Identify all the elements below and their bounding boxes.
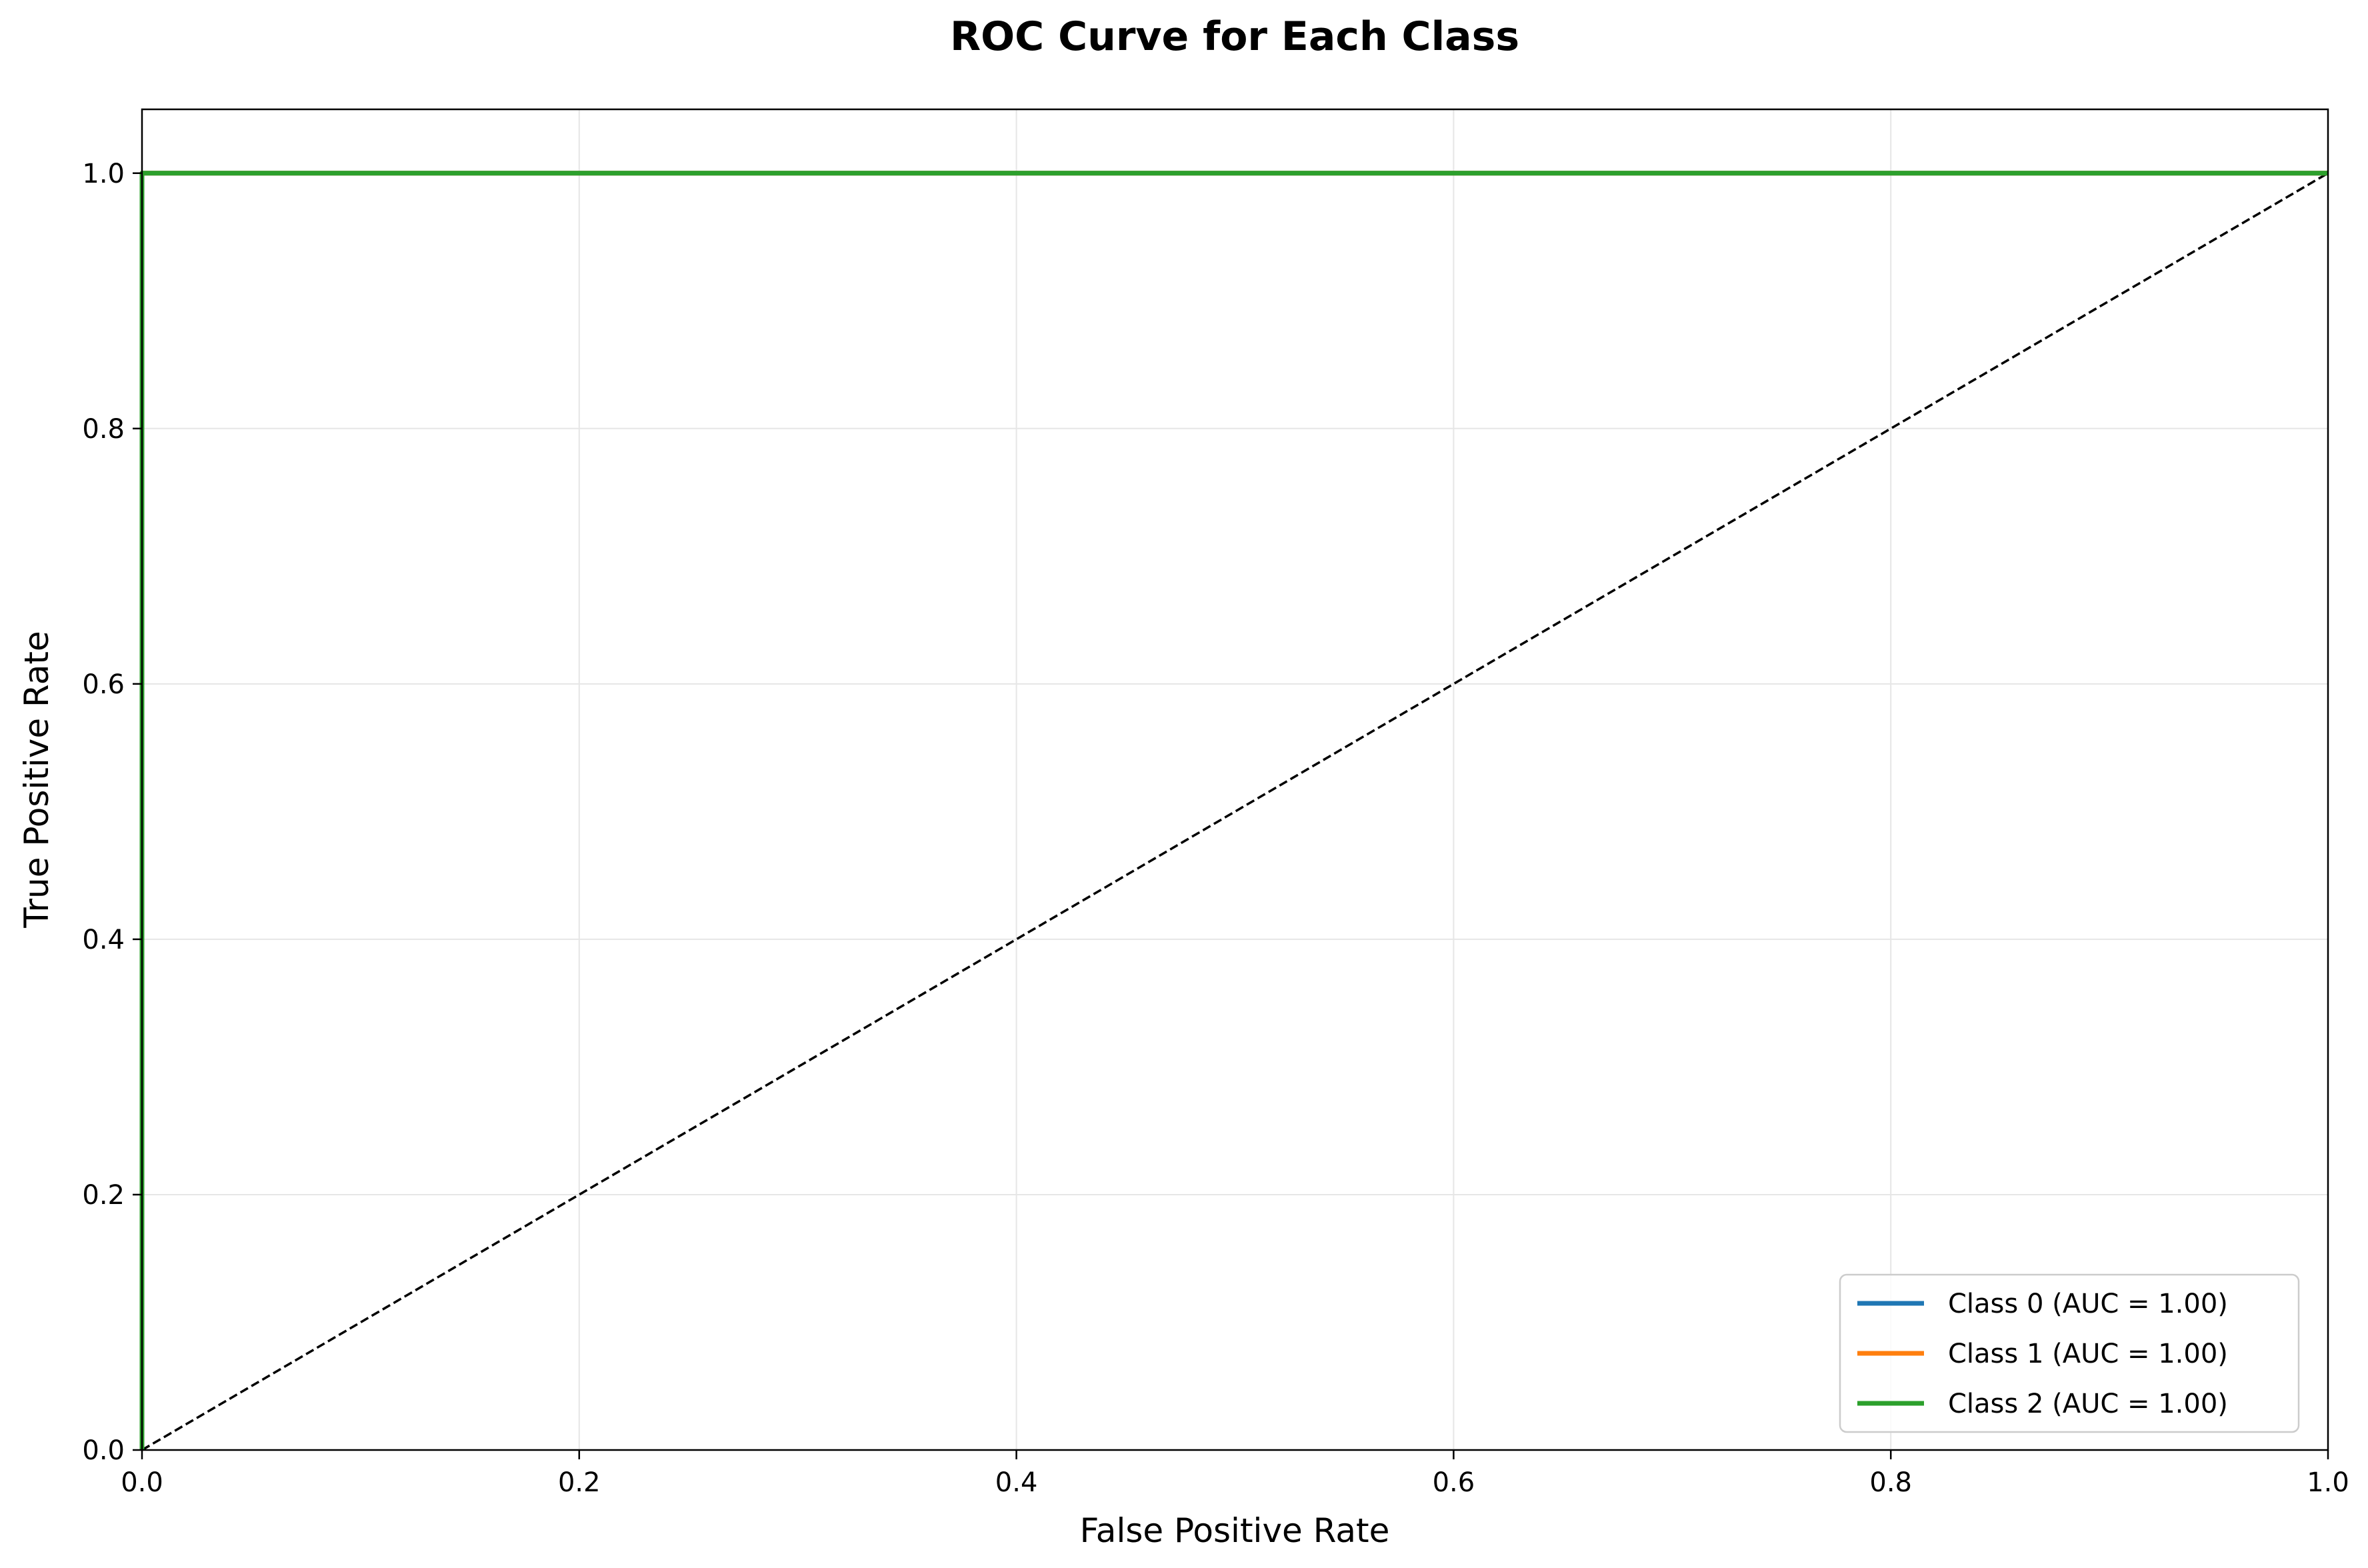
y-tick-label: 0.8 [82, 414, 125, 445]
chart-title: ROC Curve for Each Class [950, 13, 1519, 60]
legend-label: Class 2 (AUC = 1.00) [1948, 1389, 2228, 1419]
legend-label: Class 1 (AUC = 1.00) [1948, 1339, 2228, 1369]
y-axis-label: True Positive Rate [17, 631, 56, 928]
y-ticks: 0.0 0.2 0.4 0.6 0.8 1.0 [82, 159, 142, 1466]
legend-box [1839, 1273, 2300, 1433]
axes-frame [141, 108, 2329, 1451]
y-tick-label: 0.0 [82, 1435, 125, 1466]
x-tick-label: 0.8 [1869, 1467, 1912, 1498]
x-tick-label: 0.2 [558, 1467, 601, 1498]
x-axis-label: False Positive Rate [1080, 1511, 1390, 1550]
chance-diagonal-line [141, 172, 2329, 1451]
x-tick-label: 0.6 [1433, 1467, 1475, 1498]
reference-diagonal [141, 172, 2329, 1451]
x-ticks: 0.0 0.2 0.4 0.6 0.8 1.0 [121, 1450, 2349, 1498]
x-tick-label: 0.0 [121, 1467, 163, 1498]
x-tick-label: 1.0 [2307, 1467, 2349, 1498]
y-tick-label: 0.2 [82, 1180, 125, 1211]
legend: Class 0 (AUC = 1.00) Class 1 (AUC = 1.00)… [1839, 1273, 2300, 1433]
x-tick-label: 0.4 [995, 1467, 1038, 1498]
y-tick-label: 1.0 [82, 159, 125, 189]
y-tick-label: 0.4 [82, 925, 125, 955]
legend-label: Class 0 (AUC = 1.00) [1948, 1289, 2228, 1319]
y-tick-label: 0.6 [82, 669, 125, 700]
